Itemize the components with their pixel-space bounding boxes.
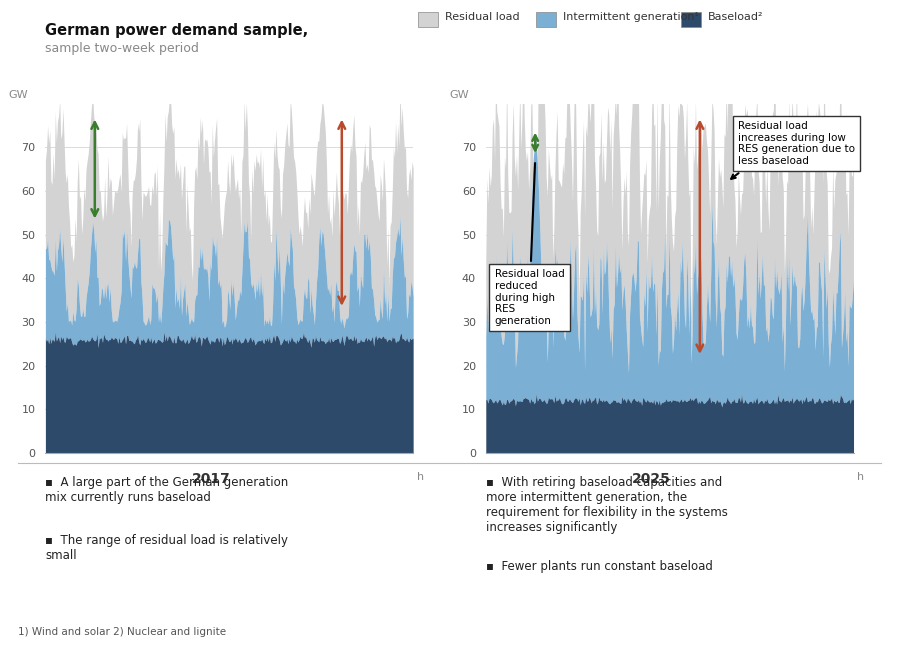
Text: h: h	[417, 472, 424, 482]
Text: GW: GW	[449, 90, 469, 100]
Text: sample two-week period: sample two-week period	[45, 42, 199, 55]
Text: 1) Wind and solar 2) Nuclear and lignite: 1) Wind and solar 2) Nuclear and lignite	[18, 628, 226, 637]
Text: ▪  The range of residual load is relatively
small: ▪ The range of residual load is relative…	[45, 534, 289, 562]
Text: ▪  Fewer plants run constant baseload: ▪ Fewer plants run constant baseload	[486, 560, 713, 573]
Text: Residual load: Residual load	[445, 12, 519, 23]
Text: Baseload²: Baseload²	[708, 12, 764, 23]
Text: GW: GW	[9, 90, 28, 100]
Text: Residual load
increases during low
RES generation due to
less baseload: Residual load increases during low RES g…	[731, 121, 855, 179]
Text: ▪  With retiring baseload capacities and
more intermittent generation, the
requi: ▪ With retiring baseload capacities and …	[486, 476, 727, 534]
Text: h: h	[857, 472, 864, 482]
Text: 2025: 2025	[632, 472, 671, 486]
Text: Intermittent generation¹: Intermittent generation¹	[563, 12, 699, 23]
Text: German power demand sample,: German power demand sample,	[45, 23, 309, 38]
Text: 2017: 2017	[192, 472, 231, 486]
Text: ▪  A large part of the German generation
mix currently runs baseload: ▪ A large part of the German generation …	[45, 476, 289, 503]
Text: Residual load
reduced
during high
RES
generation: Residual load reduced during high RES ge…	[495, 163, 564, 326]
